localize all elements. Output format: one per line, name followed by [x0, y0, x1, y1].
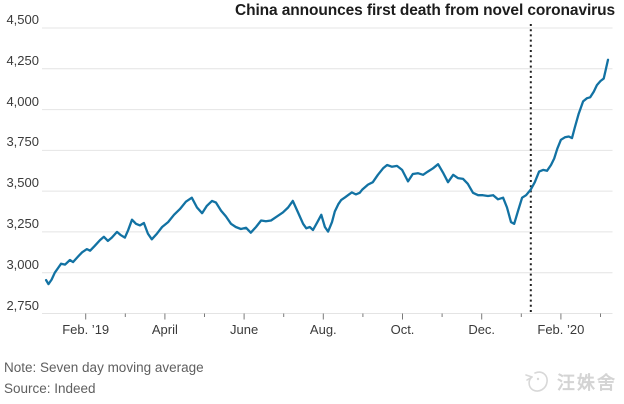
watermark: 汪姝舍 — [522, 365, 617, 399]
event-annotation-text: China announces first death from novel c… — [235, 2, 615, 19]
chart-note: Note: Seven day moving average — [4, 360, 204, 375]
y-axis-label: 3,500 — [6, 175, 39, 191]
y-axis-label: 2,750 — [6, 297, 39, 313]
watermark-text: 汪姝舍 — [557, 373, 617, 393]
x-axis-label: June — [229, 322, 259, 337]
x-axis-label: Feb. ’20 — [537, 322, 585, 337]
data-line-series — [44, 58, 610, 286]
x-axis-label: Feb. ’19 — [62, 322, 110, 337]
x-axis-label: Dec. — [468, 322, 496, 337]
y-gridlines — [42, 27, 613, 314]
watermark-logo-icon — [525, 371, 548, 392]
y-axis-label: 4,000 — [6, 93, 39, 109]
x-axis-label: Oct. — [390, 322, 415, 337]
x-axis-label: Aug. — [309, 322, 337, 337]
y-axis-label: 4,250 — [6, 52, 39, 68]
y-axis-label: 3,000 — [6, 256, 39, 272]
y-axis-label: 3,250 — [6, 215, 39, 231]
y-axis-label: 3,750 — [6, 134, 39, 150]
chart-source: Source: Indeed — [4, 381, 96, 396]
x-axis-label: April — [151, 322, 178, 337]
y-axis-label: 4,500 — [6, 12, 39, 27]
x-axis-ticks — [85, 313, 601, 320]
